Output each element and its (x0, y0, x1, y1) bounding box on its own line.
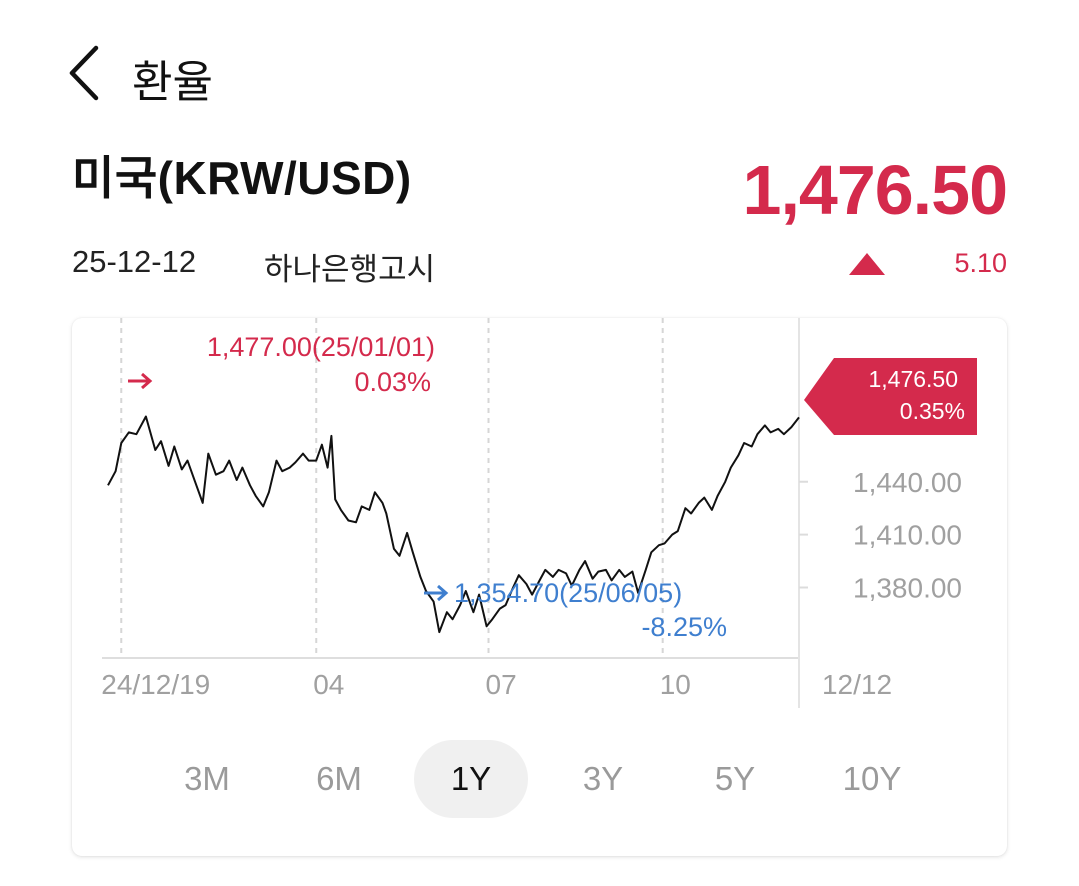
y-tick-label: 1,410.00 (853, 520, 962, 551)
high-value-label: 1,477.00(25/01/01) (207, 332, 435, 362)
rate-change: 5.10 (954, 248, 1007, 278)
rate-source: 하나은행고시 (264, 252, 436, 287)
triangle-up-icon (849, 253, 885, 275)
back-button[interactable] (62, 42, 114, 104)
range-tab-3y[interactable]: 3Y (582, 760, 624, 797)
chevron-left-icon (69, 45, 99, 101)
current-pct-label: 0.35% (900, 398, 965, 424)
range-tabs: 3M 6M 1Y 3Y 5Y 10Y (72, 740, 1007, 818)
range-tab-5y[interactable]: 5Y (714, 760, 756, 797)
grid (120, 318, 664, 658)
x-axis-ticks: 24/12/19 04 07 10 12/12 (101, 669, 892, 700)
range-tab-6m[interactable]: 6M (316, 760, 362, 797)
x-tick-label: 24/12/19 (101, 669, 210, 700)
currency-pair-title: 미국(KRW/USD) (72, 152, 412, 204)
low-value-label: 1,354.70(25/06/05) (454, 578, 682, 608)
exchange-rate-chart: 24/12/19 04 07 10 12/12 1,440.00 1,410.00 1,38… (101, 318, 977, 708)
range-tab-3m[interactable]: 3M (184, 760, 230, 797)
header: 환율 (0, 0, 1079, 140)
low-arrow-icon (424, 584, 449, 602)
series-line (107, 415, 800, 634)
x-tick-label: 10 (660, 669, 691, 700)
current-value-tag: 1,476.50 0.35% (804, 358, 977, 435)
y-axis-ticks: 1,440.00 1,410.00 1,380.00 (799, 467, 962, 604)
chart-card: 24/12/19 04 07 10 12/12 1,440.00 1,410.00 1,38… (72, 318, 1007, 856)
current-value-label: 1,476.50 (868, 366, 958, 392)
x-tick-label: 07 (486, 669, 517, 700)
range-tab-1y[interactable]: 1Y (414, 740, 528, 818)
y-tick-label: 1,440.00 (853, 467, 962, 498)
high-annotation: 1,477.00(25/01/01) 0.03% (128, 332, 435, 397)
x-tick-label: 12/12 (822, 669, 892, 700)
rate-date: 25-12-12 (72, 244, 197, 279)
y-tick-label: 1,380.00 (853, 573, 962, 604)
screen-title: 환율 (132, 58, 213, 107)
high-pct-label: 0.03% (354, 367, 431, 397)
low-annotation: 1,354.70(25/06/05) -8.25% (424, 578, 727, 642)
exchange-rate: 1,476.50 (742, 151, 1008, 229)
range-tab-10y[interactable]: 10Y (842, 760, 902, 797)
x-tick-label: 04 (313, 669, 344, 700)
high-arrow-icon (128, 372, 153, 390)
low-pct-label: -8.25% (641, 612, 727, 642)
